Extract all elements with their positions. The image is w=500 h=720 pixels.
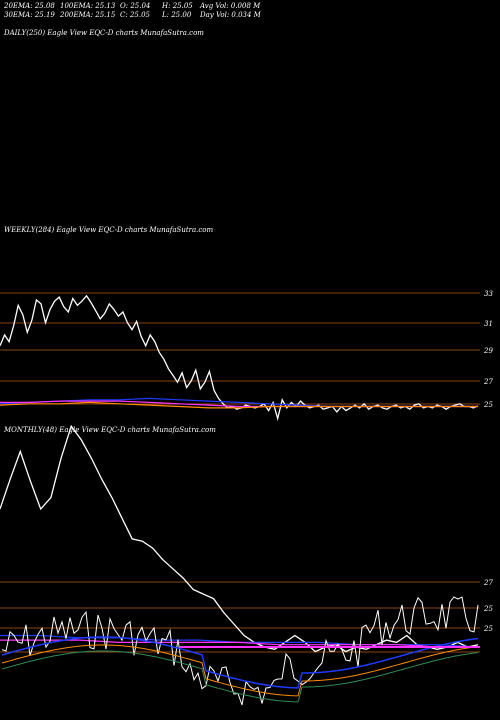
weekly-tick-label: 25 [483,401,493,409]
ema100-stat: 100EMA: 25.13 [60,2,116,10]
weekly-panel-label: WEEKLY(284) Eagle View EQC-D charts Muna… [4,226,214,234]
weekly-ema-line [0,397,478,408]
weekly-tick-label: 29 [483,347,493,355]
ema20-stat: 20EMA: 25.08 [4,2,55,10]
monthly-ema-line [0,639,478,648]
monthly-price-line [0,424,479,653]
ema200-stat: 200EMA: 25.15 [60,11,116,19]
monthly-daily-ema3-line [1,650,479,703]
weekly-ema-line [0,401,478,409]
monthly-tick-label: 25 [483,625,493,633]
ema30-stat: 30EMA: 25.19 [4,11,55,19]
weekly-tick-label: 27 [483,378,493,386]
weekly-tick-label: 31 [484,320,493,328]
monthly-tick-label: 25 [483,605,493,613]
day-vol-stat: Day Vol: 0.034 M [200,11,261,19]
monthly-daily-ema2-line [1,644,479,697]
monthly-tick-label: 27 [483,579,493,587]
weekly-tick-label: 33 [484,290,493,298]
low-stat: L: 25.00 [162,11,192,19]
monthly-daily-ema-line [1,636,479,689]
monthly-panel-label: MONTHLY(48) Eagle View EQC-D charts Muna… [4,426,216,434]
daily-panel-label: DAILY(250) Eagle View EQC-D charts Munaf… [4,29,204,37]
close-stat: C: 25.05 [120,11,150,19]
open-stat: O: 25.04 [120,2,151,10]
avg-vol-stat: Avg Vol: 0.008 M [200,2,261,10]
monthly-daily-trace [1,596,479,706]
high-stat: H: 25.05 [162,2,193,10]
